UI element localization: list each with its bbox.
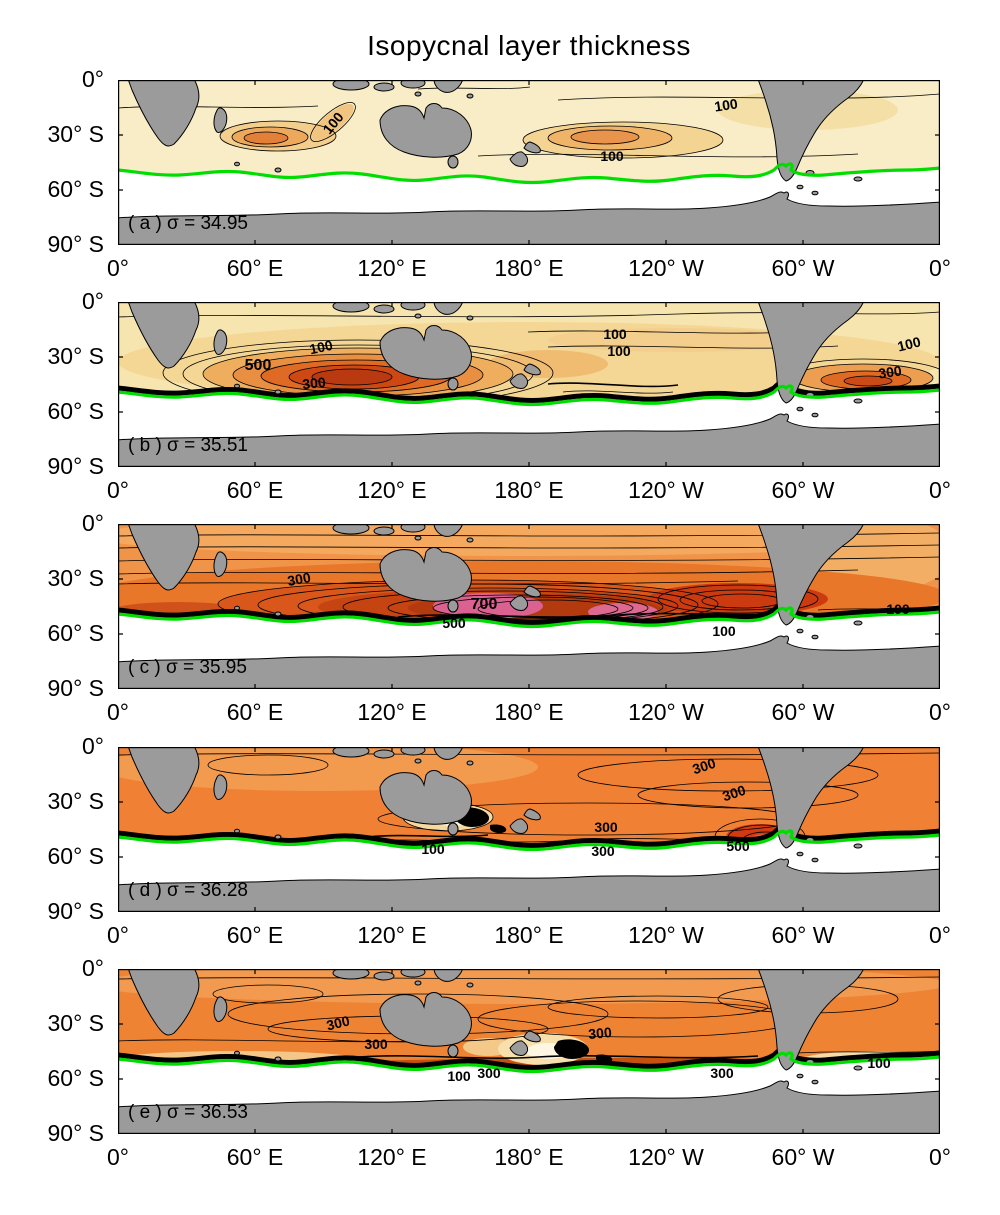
x-tick-label: 60° W [771,477,835,503]
panel-a: 0° 30° S 60° S 90° S [0,68,1000,310]
panel-caption: ( e ) σ = 36.53 [128,1102,248,1123]
x-tick-label: 180° E [494,255,564,281]
y-tick-label: 90° S [47,898,104,924]
x-tick-label: 60° W [771,922,835,948]
x-tick-label: 180° E [494,922,564,948]
x-tick-label: 120° E [357,1144,427,1170]
x-tick-label: 120° W [628,477,704,503]
y-tick-label: 90° S [47,675,104,701]
panel-caption: ( d ) σ = 36.28 [128,880,248,901]
map-panel-e: 300 300 300 100 300 300 100 ( e ) σ = 36… [118,969,940,1134]
y-tick-label: 30° S [47,565,104,591]
x-tick-label: 60° W [771,699,835,725]
x-tick-label: 0° [107,922,129,948]
y-tick-label: 0° [82,66,104,92]
contour-label: 300 [286,569,312,589]
y-tick-label: 0° [82,955,104,981]
x-tick-label: 120° E [357,699,427,725]
panel-b: 0° 30° S 60° S 90° S [0,290,1000,532]
contour-label: 100 [713,95,739,115]
x-tick-label: 0° [929,1144,951,1170]
contour-map-b [118,302,940,467]
y-tick-label: 30° S [47,1010,104,1036]
y-tick-label: 60° S [47,620,104,646]
y-tick-label: 30° S [47,788,104,814]
x-tick-label: 180° E [494,1144,564,1170]
y-tick-label: 60° S [47,1065,104,1091]
contour-map-c [118,524,940,689]
panel-e: 0° 30° S 60° S 90° S [0,957,1000,1199]
y-tick-label: 60° S [47,843,104,869]
x-tick-label: 60° E [226,699,284,725]
contour-map-a [118,80,940,245]
contour-label: 300 [710,1065,734,1081]
contour-label: 300 [477,1065,501,1081]
contour-label: 300 [301,373,327,393]
x-tick-label: 120° W [628,699,704,725]
x-tick-label: 0° [929,699,951,725]
y-tick-label: 90° S [47,1120,104,1146]
contour-label: 100 [607,343,631,359]
contour-label: 100 [600,148,624,164]
y-tick-label: 60° S [47,176,104,202]
panel-d: 0° 30° S 60° S 90° S [0,735,1000,977]
contour-label: 100 [447,1068,471,1084]
x-tick-label: 60° E [226,1144,284,1170]
y-tick-label: 60° S [47,398,104,424]
x-tick-label: 60° W [771,255,835,281]
map-panel-b: 100 500 300 100 100 100 300 ( b ) σ = 35… [118,302,940,467]
panel-c: 0° 30° S 60° S 90° S [0,512,1000,754]
x-tick-label: 60° W [771,1144,835,1170]
x-tick-label: 120° W [628,1144,704,1170]
figure-title: Isopycnal layer thickness [367,30,691,61]
y-tick-label: 30° S [47,343,104,369]
x-tick-label: 0° [107,255,129,281]
x-tick-label: 120° E [357,255,427,281]
contour-label: 300 [591,843,615,859]
contour-label: 100 [867,1055,891,1071]
contour-label: 300 [587,1024,613,1042]
map-panel-a: 100 100 100 ( a ) σ = 34.95 [118,80,940,245]
x-tick-label: 120° W [628,922,704,948]
panel-caption: ( a ) σ = 34.95 [128,213,248,234]
panel-caption: ( b ) σ = 35.51 [128,435,248,456]
contour-label: 300 [877,362,903,382]
contour-map-d [118,747,940,912]
panel-caption: ( c ) σ = 35.95 [128,657,247,678]
x-tick-label: 120° W [628,255,704,281]
x-tick-label: 120° E [357,477,427,503]
x-tick-label: 180° E [494,699,564,725]
contour-label: 700 [470,596,498,613]
y-tick-label: 30° S [47,121,104,147]
x-tick-label: 0° [107,1144,129,1170]
contour-label: 300 [364,1036,388,1052]
y-tick-label: 0° [82,288,104,314]
x-tick-label: 0° [929,255,951,281]
contour-label: 500 [244,357,272,374]
x-tick-label: 60° E [226,255,284,281]
contour-label: 100 [603,326,627,342]
y-tick-label: 90° S [47,453,104,479]
contour-label: 500 [442,615,466,631]
x-tick-label: 0° [107,477,129,503]
x-tick-label: 180° E [494,477,564,503]
contour-label: 100 [421,841,445,857]
contour-label: 500 [726,838,750,854]
x-tick-label: 0° [929,477,951,503]
x-tick-label: 60° E [226,477,284,503]
x-tick-label: 0° [929,922,951,948]
x-tick-label: 120° E [357,922,427,948]
contour-label: 100 [712,623,736,639]
contour-label: 100 [886,601,910,617]
y-tick-label: 0° [82,510,104,536]
y-tick-label: 90° S [47,231,104,257]
map-panel-c: 300 700 500 100 100 ( c ) σ = 35.95 [118,524,940,689]
map-panel-d: 300 300 300 100 300 500 ( d ) σ = 36.28 [118,747,940,912]
contour-label: 300 [594,819,618,835]
y-tick-label: 0° [82,733,104,759]
contour-map-e [118,969,940,1134]
x-tick-label: 60° E [226,922,284,948]
x-tick-label: 0° [107,699,129,725]
